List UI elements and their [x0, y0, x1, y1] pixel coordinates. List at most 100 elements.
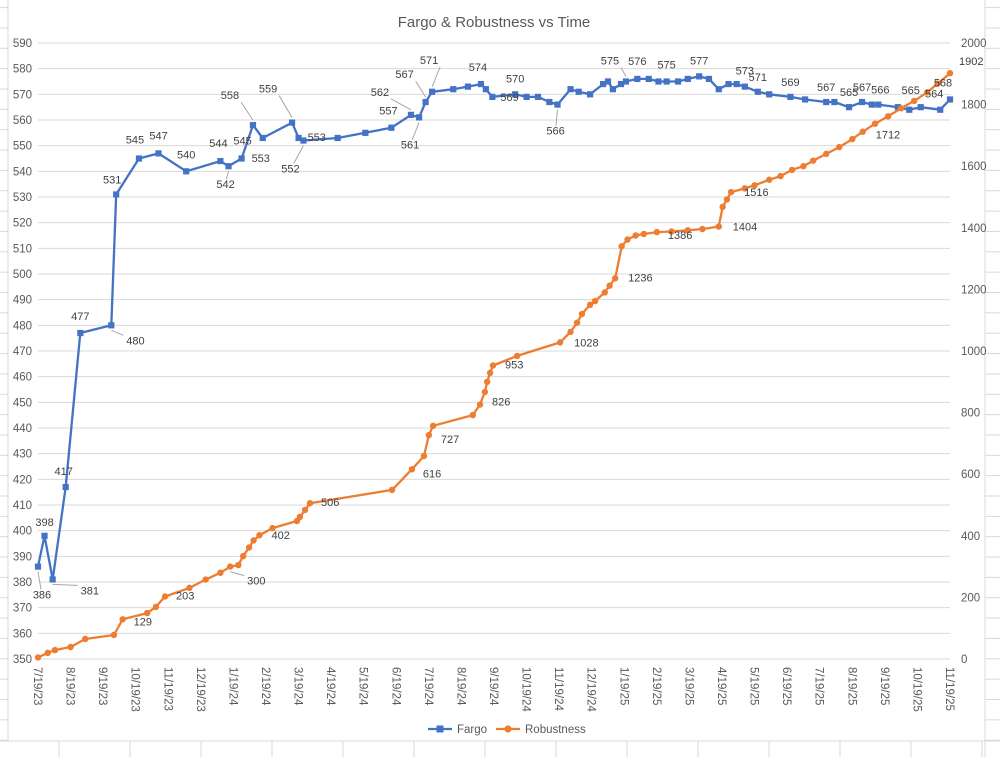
data-label: 567	[817, 82, 835, 94]
data-point-marker	[859, 99, 865, 105]
y-axis-left-label: 580	[13, 64, 32, 76]
y-axis-right-label: 2000	[961, 38, 987, 50]
data-point-marker	[45, 650, 51, 656]
data-label: 567	[853, 82, 871, 94]
data-point-marker	[225, 163, 231, 169]
data-point-marker	[716, 223, 722, 229]
x-axis-label: 10/19/25	[910, 667, 922, 712]
data-point-marker	[716, 86, 722, 92]
data-point-marker	[664, 78, 670, 84]
data-point-marker	[823, 151, 829, 157]
x-axis-label: 8/19/25	[845, 667, 857, 705]
data-label: 953	[505, 359, 523, 371]
legend-label-fargo[interactable]: Fargo	[457, 724, 487, 736]
data-point-marker	[618, 243, 624, 249]
data-point-marker	[699, 226, 705, 232]
x-axis-label: 1/19/25	[617, 667, 629, 705]
data-label: 506	[321, 497, 339, 509]
y-axis-left-label: 560	[13, 115, 32, 127]
data-point-marker	[108, 322, 114, 328]
data-label: 566	[546, 126, 564, 138]
data-point-marker	[483, 86, 489, 92]
y-axis-right-label: 1800	[961, 100, 987, 112]
data-label: 568	[934, 77, 952, 89]
data-point-marker	[63, 484, 69, 490]
data-label: 1386	[668, 230, 692, 242]
data-point-marker	[82, 636, 88, 642]
data-point-marker	[696, 73, 702, 79]
data-point-marker	[416, 114, 422, 120]
data-point-marker	[335, 135, 341, 141]
x-axis-label: 11/19/24	[552, 667, 564, 712]
data-point-marker	[35, 654, 41, 660]
y-axis-left-label: 470	[13, 346, 32, 358]
x-axis-label: 10/19/23	[129, 667, 141, 712]
data-label: 552	[281, 164, 299, 176]
data-point-marker	[725, 81, 731, 87]
legend-label-robustness[interactable]: Robustness	[525, 724, 586, 736]
data-label: 1902	[959, 56, 983, 68]
x-axis-label: 2/19/25	[650, 667, 662, 705]
data-label: 547	[149, 130, 167, 142]
data-point-marker	[155, 150, 161, 156]
data-point-marker	[408, 112, 414, 118]
data-label: 569	[781, 77, 799, 89]
data-point-marker	[111, 632, 117, 638]
x-axis-label: 1/19/24	[226, 667, 238, 706]
x-axis-label: 11/19/25	[943, 667, 955, 711]
data-label: 1236	[628, 272, 652, 284]
data-point-marker	[685, 76, 691, 82]
data-label: 402	[271, 530, 289, 542]
y-axis-left-label: 440	[13, 423, 32, 435]
data-point-marker	[655, 78, 661, 84]
data-label: 575	[657, 60, 675, 72]
data-point-marker	[162, 593, 168, 599]
x-axis-label: 4/19/25	[715, 667, 727, 705]
data-label: 616	[423, 468, 441, 480]
data-point-marker	[800, 163, 806, 169]
legend-robustness-circle-marker-icon	[504, 725, 511, 732]
data-point-marker	[523, 94, 529, 100]
data-label: 567	[395, 69, 413, 81]
data-label: 1516	[744, 187, 768, 199]
x-axis-label: 7/19/25	[813, 667, 825, 705]
data-point-marker	[465, 84, 471, 90]
data-point-marker	[579, 311, 585, 317]
data-point-marker	[810, 157, 816, 163]
data-label: 566	[871, 85, 889, 97]
x-axis-label: 6/19/24	[389, 667, 401, 706]
y-axis-left-label: 390	[13, 551, 32, 563]
x-axis-label: 12/19/23	[194, 667, 206, 712]
data-point-marker	[217, 570, 223, 576]
data-label: 129	[134, 616, 152, 628]
data-point-marker	[906, 107, 912, 113]
data-point-marker	[836, 144, 842, 150]
data-label: 531	[103, 174, 121, 186]
data-point-marker	[898, 105, 904, 111]
data-label: 571	[749, 72, 767, 84]
data-point-marker	[831, 99, 837, 105]
data-label: 477	[71, 311, 89, 323]
data-label: 569	[500, 92, 518, 104]
chart-canvas[interactable]: 3863983814174774805315455475405445425455…	[0, 0, 1000, 757]
data-point-marker	[576, 89, 582, 95]
data-point-marker	[947, 96, 953, 102]
data-point-marker	[592, 298, 598, 304]
data-label: 561	[401, 139, 419, 151]
data-point-marker	[634, 76, 640, 82]
data-point-marker	[654, 229, 660, 235]
data-label: 1404	[733, 222, 757, 234]
data-point-marker	[719, 204, 725, 210]
data-point-marker	[587, 91, 593, 97]
data-point-marker	[217, 158, 223, 164]
data-point-marker	[802, 96, 808, 102]
data-point-marker	[260, 135, 266, 141]
data-label: 553	[308, 132, 326, 144]
data-label: 542	[216, 179, 234, 191]
x-axis-label: 3/19/24	[292, 667, 304, 706]
data-point-marker	[429, 89, 435, 95]
y-axis-left-label: 550	[13, 141, 32, 153]
y-axis-left-label: 400	[13, 526, 32, 538]
data-point-marker	[641, 231, 647, 237]
data-label: 203	[176, 590, 194, 602]
